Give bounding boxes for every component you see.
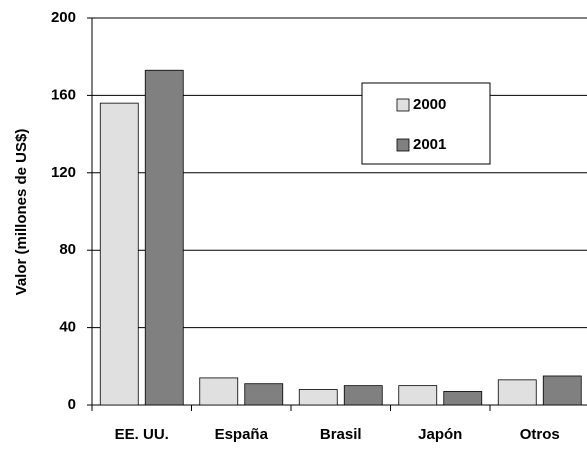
legend-box <box>361 82 491 165</box>
bar <box>497 379 537 406</box>
bar <box>398 385 438 406</box>
bar <box>199 377 239 406</box>
y-tick-label: 200 <box>51 9 76 26</box>
legend-label: 2000 <box>413 96 446 113</box>
bar <box>443 391 483 406</box>
bar <box>244 383 284 406</box>
x-tick-label: Japón <box>418 426 462 443</box>
legend-swatch <box>396 98 410 112</box>
bar <box>542 375 582 406</box>
bar <box>144 69 184 406</box>
bar <box>343 385 383 406</box>
legend-swatch <box>396 138 410 152</box>
bar <box>298 389 338 406</box>
x-tick-label: Otros <box>520 426 560 443</box>
legend-label: 2001 <box>413 136 446 153</box>
y-tick-label: 120 <box>51 164 76 181</box>
y-tick-label: 40 <box>59 319 76 336</box>
x-tick-label: Brasil <box>320 426 362 443</box>
bar <box>99 102 139 406</box>
y-tick-label: 80 <box>59 241 76 258</box>
y-tick-label: 160 <box>51 86 76 103</box>
x-tick-label: España <box>215 426 269 443</box>
y-axis-label: Valor (millones de US$) <box>13 129 30 296</box>
y-tick-label: 0 <box>68 396 76 413</box>
x-tick-label: EE. UU. <box>115 426 169 443</box>
